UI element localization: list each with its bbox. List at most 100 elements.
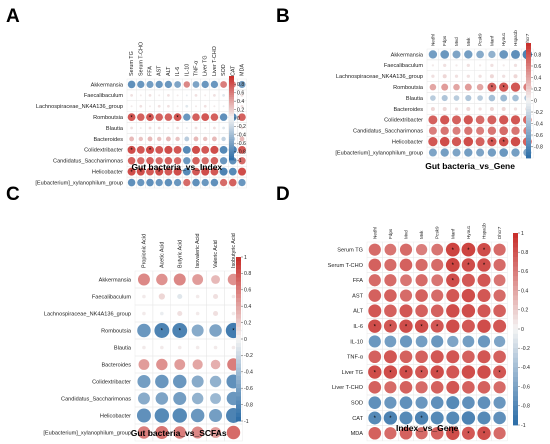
corr-circle [446,380,460,394]
x-tick-label: Hyou1 [501,32,506,46]
corr-circle [213,105,216,108]
colorbar-step [229,157,234,161]
corr-circle [240,126,244,130]
corr-circle [239,136,245,142]
colorbar-step [526,103,531,107]
corr-circle [130,93,133,97]
colorbar-step [526,63,531,67]
corr-circle [415,396,428,409]
corr-circle [414,411,429,425]
colorbar-step [236,265,241,270]
colorbar-step [236,277,241,282]
corr-circle [493,350,506,364]
corr-circle [137,323,151,338]
colorbar-step [526,109,531,113]
corr-circle [137,157,145,165]
corr-circle [384,258,397,272]
corr-circle [174,81,181,88]
y-tick-label: Faecalibaculum [92,294,132,300]
colorbar-step [229,124,234,127]
colorbar-step [236,310,241,315]
corr-circle [177,345,182,350]
x-tick-label: IL-6 [175,67,181,76]
corr-circle [466,106,471,111]
corr-circle [155,80,163,89]
corr-circle [430,396,444,409]
colorbar-step [513,415,518,421]
colorbar-step [229,145,234,148]
x-tick-label: Fdps [442,35,447,46]
corr-circle [146,167,154,176]
colorbar-step [513,329,518,335]
corr-circle [164,167,173,176]
corr-circle [399,319,413,333]
corr-circle [446,289,460,303]
corr-circle [415,289,428,302]
corr-circle [146,178,154,187]
colorbar-step [526,123,531,127]
corr-circle [368,335,381,348]
corr-circle [201,167,210,176]
colorbar-step [526,91,531,96]
corr-circle [461,242,476,257]
corr-circle [487,148,497,157]
corr-circle [194,93,198,97]
colorbar-step [229,118,234,121]
corr-circle [493,258,506,272]
colorbar-step [236,375,241,381]
colorbar-step [229,126,234,129]
corr-circle [455,64,458,67]
corr-circle [493,365,507,379]
colorbar-step [526,60,531,64]
corr-circle [430,350,444,364]
corr-circle [240,104,244,108]
colorbar-step [236,273,241,278]
corr-circle [428,115,438,125]
colorbar-step [236,285,241,291]
colorbar-step [229,84,234,87]
corr-circle [219,113,228,121]
corr-circle [446,396,460,410]
corr-circle [219,145,228,154]
corr-circle [493,243,506,256]
significance-star: * [452,431,455,437]
significance-star: * [467,248,470,254]
significance-star: * [420,324,423,330]
corr-circle [441,83,449,91]
colorbar-tick-label: 0.4 [237,99,244,105]
corr-circle [203,136,208,142]
colorbar-step [526,120,531,124]
corr-circle [461,273,475,287]
corr-circle [220,81,227,88]
colorbar-step [513,305,518,311]
corr-circle [499,115,509,125]
corr-circle [415,427,428,440]
colorbar-step [513,410,518,416]
corr-circle [212,293,219,300]
corr-circle [190,408,205,423]
y-tick-label: Romboutsia [93,115,124,121]
y-tick-label: Romboutsia [393,85,424,91]
corr-circle [185,104,189,108]
colorbar-step [526,152,531,156]
corr-circle [183,81,191,88]
y-tick-label: Helicobacter [392,139,423,145]
colorbar-step [236,322,241,328]
corr-circle [399,289,413,302]
y-tick-label: Akkermansia [91,82,124,88]
colorbar-step [229,78,234,81]
colorbar-step [236,334,241,340]
x-tick-label: Isobutyric Acid [231,233,237,268]
corr-circle [431,289,444,302]
colorbar-tick-label: 0 [237,116,240,122]
corr-circle [429,83,437,91]
y-tick-label: SOD [351,400,363,406]
colorbar-step [236,371,241,377]
corr-circle [238,145,246,154]
colorbar-step [236,412,241,418]
colorbar-tick-label: 0.6 [534,64,541,70]
corr-circle [211,275,220,284]
colorbar-step [229,90,234,94]
corr-circle [195,311,200,316]
corr-circle [176,126,179,130]
